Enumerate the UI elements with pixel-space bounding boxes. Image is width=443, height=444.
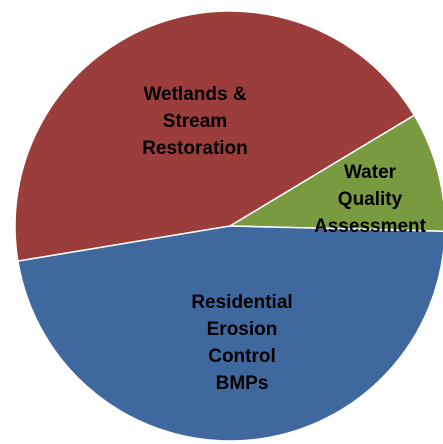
- pie-slices: [14, 10, 443, 442]
- pie-labels: Wetlands & Stream Restoration Water Quality A…: [142, 84, 426, 394]
- pie-slice-wetlands-stream-restoration: [14, 10, 416, 262]
- pie-slice-water-quality-assessment: [227, 114, 443, 232]
- pie-slice-residential-erosion-control-bmps: [17, 225, 443, 442]
- pie-label-water-quality-assessment: Water Quality Assessment: [314, 162, 427, 237]
- pie-label-wetlands-stream-restoration: Wetlands & Stream Restoration: [142, 84, 248, 159]
- pie-label-residential-erosion-control-bmps: Residential Erosion Control BMPs: [191, 292, 292, 394]
